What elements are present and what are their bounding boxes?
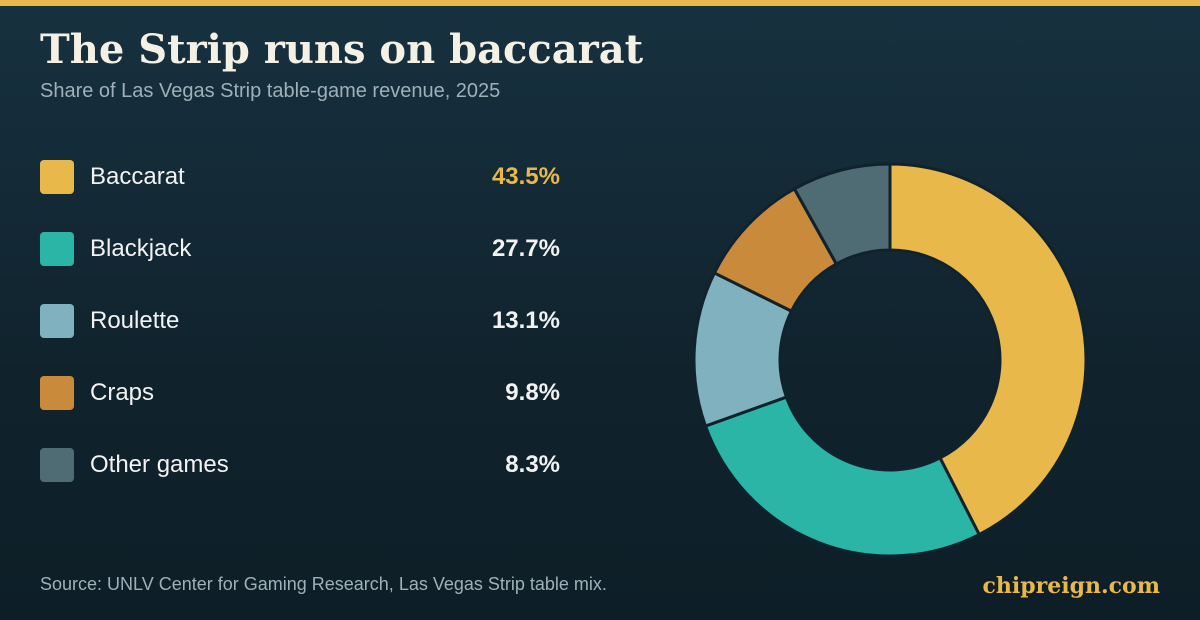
legend-value-craps: 9.8% (505, 379, 560, 406)
chart-subtitle: Share of Las Vegas Strip table-game reve… (40, 80, 501, 102)
legend-item-roulette: Roulette 13.1% (40, 304, 560, 338)
donut-slices (692, 162, 1088, 558)
legend-swatch-blackjack (40, 232, 74, 266)
legend-value-baccarat: 43.5% (491, 163, 560, 190)
legend-value-roulette: 13.1% (491, 307, 560, 334)
legend-value-blackjack: 27.7% (491, 235, 560, 262)
legend-swatch-roulette (40, 304, 74, 338)
donut-slice-baccarat (888, 162, 1088, 537)
donut-slice-blackjack (703, 395, 981, 558)
legend-swatch-baccarat (40, 160, 74, 194)
legend-label-baccarat: Baccarat (90, 163, 185, 190)
legend-swatch-other-games (40, 448, 74, 482)
legend-label-roulette: Roulette (90, 307, 180, 334)
legend-item-baccarat: Baccarat 43.5% (40, 160, 560, 194)
chart-title: The Strip runs on baccarat (40, 26, 644, 73)
accent-top-bar (0, 0, 1200, 6)
brand-logo: chipreign.com (982, 573, 1160, 599)
legend-item-other-games: Other games 8.3% (40, 448, 560, 482)
legend-item-craps: Craps 9.8% (40, 376, 560, 410)
legend-label-other-games: Other games (90, 451, 229, 478)
legend-swatch-craps (40, 376, 74, 410)
legend-label-blackjack: Blackjack (90, 235, 192, 262)
donut-slice-other-games (792, 162, 892, 266)
legend-item-blackjack: Blackjack 27.7% (40, 232, 560, 266)
legend-value-other-games: 8.3% (505, 451, 560, 478)
legend-label-craps: Craps (90, 379, 155, 406)
source-note: Source: UNLV Center for Gaming Research,… (40, 574, 607, 594)
donut-chart (692, 162, 1088, 558)
